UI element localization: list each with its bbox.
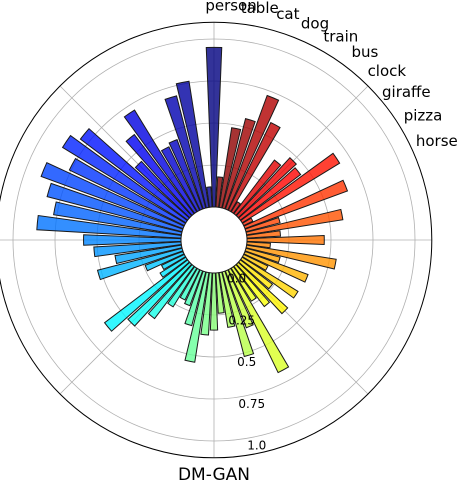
bar	[160, 146, 201, 213]
category-label: giraffe	[382, 83, 431, 101]
category-label: clock	[368, 62, 407, 80]
bar	[103, 259, 191, 332]
bar	[200, 272, 213, 336]
bar	[245, 208, 344, 236]
bar	[246, 230, 282, 239]
chart-title: DM-GAN	[178, 465, 250, 485]
bar	[167, 265, 198, 308]
category-label: person	[205, 0, 256, 14]
bar	[36, 214, 182, 239]
bar	[227, 121, 281, 213]
radial-tick-label: 0.25	[228, 313, 255, 327]
bar	[244, 247, 281, 264]
bar	[230, 201, 242, 215]
bar	[205, 46, 223, 208]
radial-tick-label: 0.0	[227, 272, 246, 286]
bar	[183, 269, 204, 307]
bar	[168, 139, 204, 211]
bar	[243, 250, 309, 283]
bar	[237, 259, 274, 290]
bar	[239, 152, 341, 224]
category-label: bus	[351, 43, 378, 61]
category-label: pizza	[404, 106, 443, 124]
category-label: dog	[301, 15, 329, 33]
radial-tick-label: 0.75	[238, 397, 265, 411]
bar	[93, 241, 182, 258]
bar	[241, 217, 254, 227]
radial-tick-label: 0.5	[237, 355, 256, 369]
bar	[237, 167, 302, 221]
bar	[241, 253, 269, 272]
category-label: horse	[416, 132, 458, 150]
bar	[224, 94, 280, 211]
bar	[144, 250, 185, 272]
bar	[235, 157, 297, 219]
bar	[227, 267, 290, 374]
bar	[245, 244, 337, 270]
bar	[61, 134, 189, 224]
bar	[160, 253, 187, 271]
bar	[206, 186, 213, 208]
bar	[218, 271, 236, 328]
bar	[179, 267, 201, 301]
bar	[123, 109, 198, 215]
bar	[125, 133, 195, 217]
bar	[233, 263, 271, 308]
bar	[209, 272, 219, 331]
bar	[46, 182, 184, 233]
bar	[127, 261, 193, 327]
bar	[134, 160, 193, 219]
category-label: train	[323, 27, 358, 45]
bar	[215, 176, 224, 208]
bar	[218, 127, 242, 209]
bar	[215, 272, 225, 314]
polar-frame	[0, 21, 433, 459]
bar	[159, 256, 189, 278]
bar	[96, 247, 184, 281]
bar	[40, 162, 185, 230]
bar	[114, 244, 183, 265]
bar	[239, 256, 299, 299]
bar	[68, 157, 187, 227]
bar	[235, 261, 289, 315]
bar	[175, 80, 210, 209]
bar	[164, 95, 207, 210]
bar	[83, 234, 182, 246]
bar	[53, 201, 183, 236]
bar	[147, 263, 195, 320]
category-label: table	[241, 0, 279, 17]
bar	[184, 271, 210, 363]
bar	[246, 241, 271, 249]
bar	[184, 270, 207, 327]
bar	[244, 216, 281, 233]
radial-tick-label: 1.0	[247, 439, 266, 453]
bar	[224, 269, 254, 329]
bar	[243, 179, 349, 230]
category-label: cat	[276, 5, 299, 23]
bar	[246, 235, 325, 245]
bars	[36, 46, 349, 374]
bar	[233, 159, 282, 217]
bar	[221, 270, 255, 358]
bar	[230, 265, 257, 302]
bar	[221, 118, 256, 210]
bar	[79, 127, 191, 221]
